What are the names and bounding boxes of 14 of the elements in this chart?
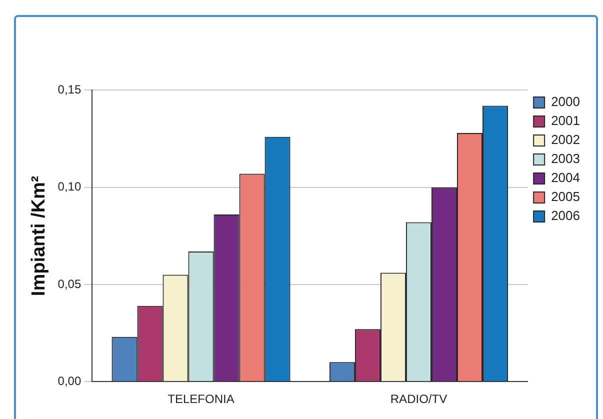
y-tick-label: 0,10 (58, 180, 82, 194)
y-tick-label: 0,00 (58, 374, 82, 388)
y-axis-title: Impianti /Km² (28, 176, 50, 296)
legend-label: 2002 (551, 132, 580, 148)
y-tick-label: 0,05 (58, 276, 82, 291)
legend-label: 2005 (551, 189, 580, 204)
legend-label: 2003 (551, 151, 580, 166)
legend-label: 2006 (551, 208, 580, 224)
legend-label: 2004 (551, 170, 580, 186)
y-tick-label: 0,15 (58, 82, 82, 97)
legend-label: 2000 (551, 94, 580, 110)
legend-label: 2001 (551, 113, 580, 128)
x-tick-label: TELEFONIA (168, 392, 234, 406)
x-tick-label: RADIO/TV (390, 392, 448, 406)
